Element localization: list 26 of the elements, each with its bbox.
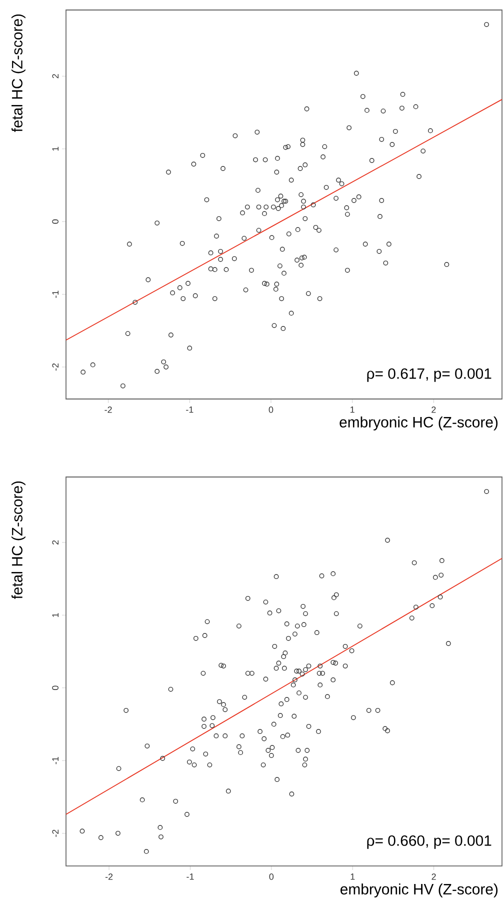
x-tick-label: 0 — [269, 874, 274, 880]
y-tick-label: -1 — [52, 757, 58, 764]
y-tick-label: 1 — [52, 613, 58, 617]
x-tick-label: 2 — [432, 406, 436, 413]
x-axis-title: embryonic HV (Z-score) — [340, 884, 498, 898]
x-tick-label: -1 — [186, 874, 194, 880]
y-tick-label: 0 — [52, 686, 58, 690]
y-tick-label: 1 — [52, 146, 58, 151]
x-tick-label: 1 — [350, 406, 354, 413]
y-tick-label: -1 — [52, 290, 58, 298]
y-axis-title: fetal HC (Z-score) — [11, 14, 26, 132]
x-tick-label: -2 — [105, 874, 113, 880]
annotation: ρ= 0.617, p= 0.001 — [367, 368, 492, 382]
x-tick-label: 0 — [268, 406, 274, 413]
x-tick-label: -1 — [186, 406, 194, 413]
x-tick-label: 1 — [350, 874, 355, 880]
y-tick-label: 0 — [52, 219, 58, 224]
y-tick-label: -2 — [52, 830, 58, 837]
x-tick-label: 2 — [432, 874, 436, 880]
x-axis-title: embryonic HC (Z-score) — [340, 416, 498, 430]
y-tick-label: 2 — [52, 540, 58, 544]
y-axis-title: fetal HC (Z-score) — [11, 481, 26, 600]
y-tick-label: -2 — [52, 363, 58, 371]
x-tick-label: -2 — [104, 406, 112, 413]
annotation: ρ= 0.660, p= 0.001 — [367, 835, 492, 849]
y-tick-label: 2 — [52, 74, 58, 78]
